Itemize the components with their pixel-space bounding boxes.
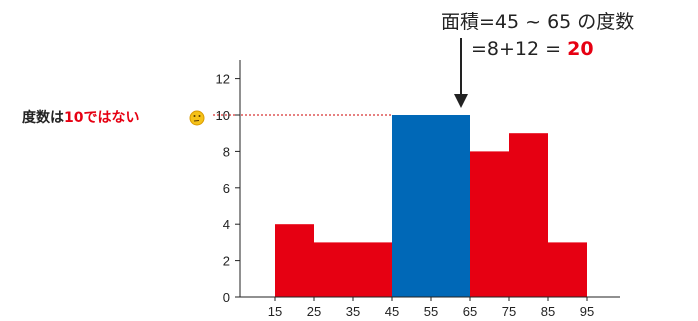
x-tick-label: 25 bbox=[307, 304, 321, 319]
x-tick-label: 95 bbox=[580, 304, 594, 319]
y-tick-label: 10 bbox=[216, 108, 230, 123]
emoji-eye-right bbox=[198, 115, 201, 117]
histogram-bar-highlight bbox=[392, 115, 470, 297]
x-tick-label: 45 bbox=[385, 304, 399, 319]
bars-layer bbox=[275, 115, 587, 297]
histogram-bar bbox=[314, 242, 353, 297]
y-tick-label: 4 bbox=[223, 217, 230, 232]
annotation-result: 20 bbox=[567, 38, 593, 60]
histogram-bar bbox=[548, 242, 587, 297]
y-tick-label: 12 bbox=[216, 72, 230, 87]
histogram-bar bbox=[509, 133, 548, 297]
histogram-bar bbox=[353, 242, 392, 297]
x-tick-label: 15 bbox=[268, 304, 282, 319]
histogram-bar bbox=[275, 224, 314, 297]
x-tick-label: 75 bbox=[502, 304, 516, 319]
emoji-mouth bbox=[193, 120, 200, 122]
y-ticks: 0 2 4 6 8 10 12 bbox=[216, 72, 240, 305]
x-tick-label: 85 bbox=[541, 304, 555, 319]
x-tick-label: 35 bbox=[346, 304, 360, 319]
side-note-after: ではない bbox=[83, 110, 139, 126]
x-ticks: 15 25 35 45 55 65 75 85 95 bbox=[268, 297, 594, 319]
y-tick-label: 8 bbox=[223, 144, 230, 159]
annotation-arrow-head bbox=[454, 94, 468, 108]
x-tick-label: 65 bbox=[463, 304, 477, 319]
y-tick-label: 0 bbox=[223, 290, 230, 305]
side-note: 度数は10ではない bbox=[22, 109, 139, 126]
annotation-formula-text: =8+12 = bbox=[471, 38, 567, 60]
y-tick-label: 6 bbox=[223, 181, 230, 196]
annotation-formula: =8+12 = 20 bbox=[471, 38, 594, 60]
side-note-number: 10 bbox=[64, 110, 84, 126]
histogram-bar bbox=[470, 151, 509, 297]
side-note-before: 度数は bbox=[22, 109, 64, 126]
annotation-title: 面積=45 ~ 65 の度数 bbox=[441, 11, 634, 33]
thinking-face-emoji-icon bbox=[189, 110, 205, 126]
x-tick-label: 55 bbox=[424, 304, 438, 319]
y-tick-label: 2 bbox=[223, 254, 230, 269]
emoji-eye-left bbox=[193, 115, 196, 117]
